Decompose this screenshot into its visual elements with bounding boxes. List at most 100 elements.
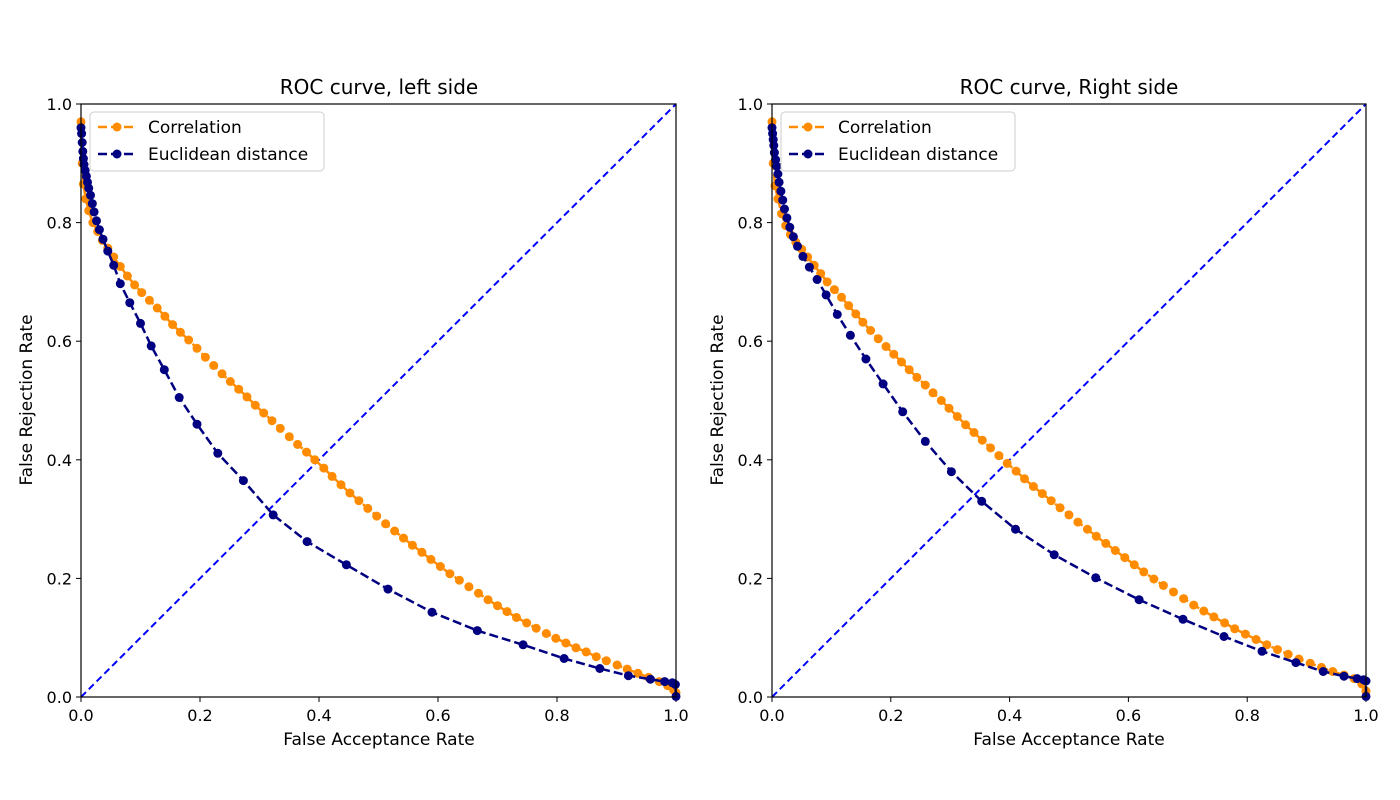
y-tick-label-left-1: 0.2	[47, 569, 72, 588]
point-euclidean-left-18	[115, 279, 125, 289]
diagonal-line-left	[80, 103, 677, 698]
legend-left: Correlation Euclidean distance	[89, 111, 325, 172]
point-euclidean-right-27	[977, 496, 987, 506]
point-euclidean-left-13	[92, 216, 101, 226]
plot-series-left	[76, 117, 681, 701]
point-correlation-left-48	[435, 562, 445, 571]
x-tick-label-left-0: 0.0	[68, 706, 93, 725]
point-euclidean-right-14	[788, 232, 798, 242]
point-correlation-right-23	[904, 365, 914, 375]
point-euclidean-right-19	[821, 290, 831, 300]
y-tick-label-right-1: 0.2	[738, 569, 763, 588]
point-correlation-right-59	[1230, 624, 1240, 634]
point-correlation-right-20	[881, 342, 891, 351]
point-correlation-right-13	[829, 285, 839, 295]
x-axis-label-left: False Acceptance Rate	[283, 730, 474, 750]
x-tick-label-right-2: 0.4	[997, 706, 1022, 725]
point-correlation-right-41	[1055, 503, 1065, 513]
point-correlation-right-19	[873, 334, 883, 344]
point-correlation-right-63	[1273, 645, 1282, 655]
legend-box-right	[780, 111, 1016, 172]
point-correlation-right-57	[1209, 612, 1219, 622]
point-euclidean-right-37	[1339, 671, 1349, 681]
point-correlation-right-37	[1020, 474, 1029, 484]
y-tick-label-left-2: 0.4	[47, 451, 72, 470]
point-euclidean-left-23	[174, 393, 184, 402]
chart-title-right: ROC curve, Right side	[960, 75, 1179, 99]
point-correlation-right-64	[1283, 649, 1293, 659]
point-correlation-left-44	[399, 533, 408, 543]
point-correlation-left-41	[372, 511, 382, 521]
point-correlation-left-12	[130, 280, 140, 290]
y-tick-label-right-0: 0.0	[738, 688, 763, 707]
point-correlation-left-31	[284, 432, 294, 442]
point-correlation-left-58	[531, 623, 541, 633]
x-tick-label-left-2: 0.4	[306, 706, 331, 725]
y-tick-label-right-5: 1.0	[738, 95, 763, 114]
plot-frame-right	[771, 103, 1367, 698]
legend-label-correlation-right: Correlation	[838, 118, 932, 138]
legend-label-correlation-left: Correlation	[148, 118, 242, 138]
point-euclidean-right-20	[832, 310, 842, 319]
diagonal-reference-right	[771, 103, 1367, 698]
x-axis-label-right: False Acceptance Rate	[973, 730, 1164, 750]
point-euclidean-left-14	[94, 225, 104, 235]
series-line-euclidean-left	[79, 127, 678, 697]
point-correlation-left-63	[581, 647, 591, 657]
point-euclidean-left-37	[645, 674, 655, 684]
point-correlation-left-15	[152, 303, 162, 313]
point-correlation-left-26	[242, 392, 252, 402]
point-correlation-left-14	[144, 295, 154, 305]
point-euclidean-right-34	[1257, 646, 1267, 656]
point-euclidean-left-24	[192, 419, 202, 429]
point-correlation-left-49	[445, 569, 455, 579]
point-euclidean-right-13	[785, 222, 795, 232]
point-euclidean-left-20	[136, 318, 145, 328]
point-correlation-right-58	[1220, 618, 1230, 628]
plot-series-right	[767, 117, 1371, 701]
point-correlation-right-50	[1139, 567, 1149, 577]
point-correlation-left-25	[234, 384, 244, 394]
point-correlation-left-47	[426, 554, 436, 564]
point-euclidean-left-9	[84, 183, 94, 193]
legend-right: Correlation Euclidean distance	[780, 111, 1016, 172]
point-correlation-right-47	[1110, 546, 1120, 555]
point-euclidean-left-33	[518, 640, 528, 650]
point-correlation-right-56	[1199, 606, 1209, 616]
point-correlation-right-16	[851, 309, 861, 319]
point-correlation-left-61	[561, 638, 571, 648]
x-tick-label-right-1: 0.2	[878, 706, 903, 725]
roc-chart-left: ROC curve, left side False Acceptance Ra…	[17, 75, 689, 750]
point-correlation-right-18	[866, 326, 876, 335]
point-correlation-left-52	[474, 588, 483, 598]
point-correlation-left-50	[454, 575, 464, 585]
point-correlation-right-24	[912, 372, 922, 382]
point-euclidean-left-16	[103, 246, 113, 256]
x-tick-label-right-3: 0.6	[1116, 706, 1141, 725]
x-tick-label-left-1: 0.2	[187, 706, 212, 725]
point-correlation-left-68	[633, 668, 643, 678]
point-euclidean-right-29	[1049, 550, 1059, 560]
point-correlation-left-11	[122, 271, 132, 281]
point-euclidean-right-10	[778, 195, 788, 205]
point-correlation-left-22	[209, 361, 219, 370]
legend-marker-euclidean-left	[112, 149, 122, 159]
point-correlation-right-40	[1046, 496, 1056, 506]
x-tick-label-left-5: 1.0	[663, 706, 688, 725]
point-euclidean-right-28	[1011, 524, 1020, 534]
point-euclidean-right-12	[782, 213, 792, 223]
point-euclidean-right-18	[812, 275, 822, 284]
point-euclidean-left-34	[559, 654, 569, 663]
y-axis-label-left: False Rejection Rate	[17, 314, 37, 485]
point-euclidean-left-22	[159, 365, 169, 375]
point-correlation-left-55	[502, 607, 512, 617]
diagonal-line-right	[771, 103, 1367, 698]
point-euclidean-right-17	[804, 262, 814, 272]
point-euclidean-right-25	[920, 436, 930, 446]
point-correlation-left-40	[363, 503, 373, 513]
point-correlation-right-26	[928, 388, 938, 398]
point-euclidean-left-26	[238, 476, 248, 486]
point-correlation-right-25	[920, 380, 930, 390]
point-correlation-right-33	[986, 443, 996, 453]
point-correlation-right-48	[1120, 553, 1130, 563]
